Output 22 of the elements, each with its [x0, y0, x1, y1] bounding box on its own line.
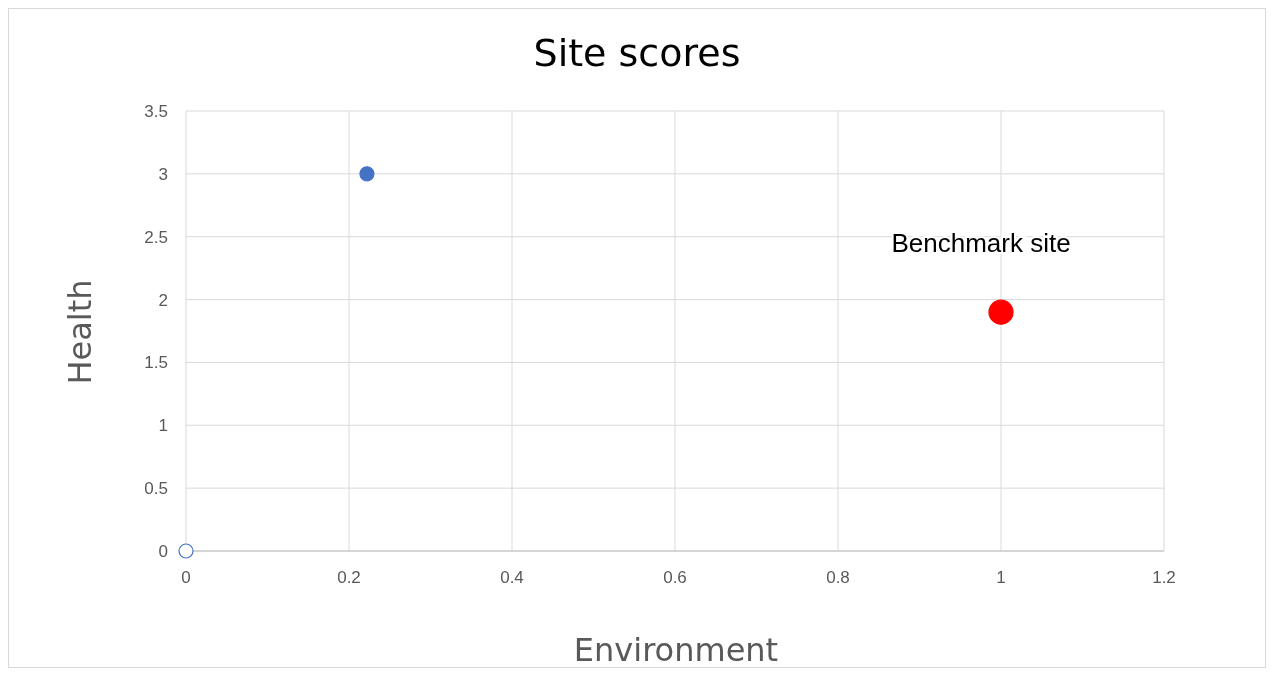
point [178, 543, 194, 559]
y-tick-label: 0.5 [144, 479, 168, 499]
x-tick-label: 0.6 [663, 568, 687, 588]
y-axis-title: Health [60, 279, 99, 385]
x-tick-label: 0.2 [337, 568, 361, 588]
x-tick-label: 0 [181, 568, 191, 588]
x-tick-label: 0.8 [826, 568, 850, 588]
annotation: Benchmark site [891, 228, 1071, 259]
y-tick-label: 0 [158, 542, 168, 562]
chart-title: Site scores [532, 31, 742, 75]
y-tick-label: 2.5 [144, 227, 168, 247]
x-tick-label: 1.2 [1152, 568, 1176, 588]
y-tick-label: 3.5 [144, 102, 168, 122]
y-tick-label: 1 [158, 416, 168, 436]
y-tick-label: 1.5 [144, 353, 168, 373]
point [988, 299, 1014, 325]
point [359, 166, 375, 182]
y-tick-label: 2 [158, 290, 168, 310]
x-tick-label: 1 [996, 568, 1006, 588]
x-tick-label: 0.4 [500, 568, 524, 588]
y-tick-label: 3 [158, 164, 168, 184]
x-axis-title: Environment [572, 631, 780, 669]
